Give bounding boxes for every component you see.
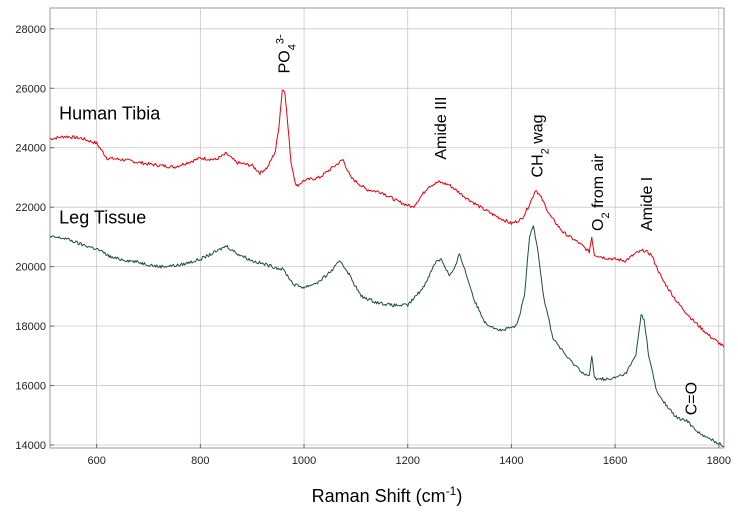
peak-annotation: C=O <box>683 382 700 415</box>
series-labels: Human Tibia Leg Tissue <box>59 103 161 227</box>
y-tick-label: 26000 <box>15 83 46 95</box>
peak-annotation: Amide I <box>639 177 656 231</box>
y-tick-label: 14000 <box>15 440 46 452</box>
x-tick-label: 600 <box>87 455 105 467</box>
series-label: Leg Tissue <box>59 208 146 228</box>
series-line <box>49 89 725 348</box>
x-tick-label: 1600 <box>603 455 627 467</box>
peak-annotation: PO43- <box>274 34 298 73</box>
x-tick-label: 1000 <box>292 455 316 467</box>
y-tick-label: 24000 <box>15 143 46 155</box>
y-tick-label: 16000 <box>15 381 46 393</box>
y-tick-label: 28000 <box>15 24 46 36</box>
y-tick-labels: 14000 16000 18000 20000 22000 24000 26000 28000 <box>15 24 54 452</box>
peak-annotations: PO43- Amide III CH2 wag O2 from air Amide I C… <box>274 34 700 415</box>
series-label: Human Tibia <box>59 103 161 123</box>
plot-area <box>49 7 725 449</box>
peak-annotation: O2 from air <box>590 153 612 231</box>
x-tick-label: 1200 <box>395 455 419 467</box>
peak-annotation: CH2 wag <box>529 114 551 177</box>
y-tick-label: 22000 <box>15 202 46 214</box>
peak-annotation: Amide III <box>433 96 450 159</box>
series-lines <box>49 89 725 448</box>
x-tick-label: 800 <box>191 455 209 467</box>
y-tick-label: 18000 <box>15 321 46 333</box>
grid-lines <box>50 8 724 448</box>
series-line <box>49 225 725 448</box>
x-tick-labels: 600 800 1000 1200 1400 1600 1800 <box>87 444 731 467</box>
y-tick-label: 20000 <box>15 262 46 274</box>
x-axis-label: Raman Shift (cm-1) <box>312 484 463 506</box>
x-tick-label: 1800 <box>707 455 731 467</box>
x-tick-label: 1400 <box>499 455 523 467</box>
